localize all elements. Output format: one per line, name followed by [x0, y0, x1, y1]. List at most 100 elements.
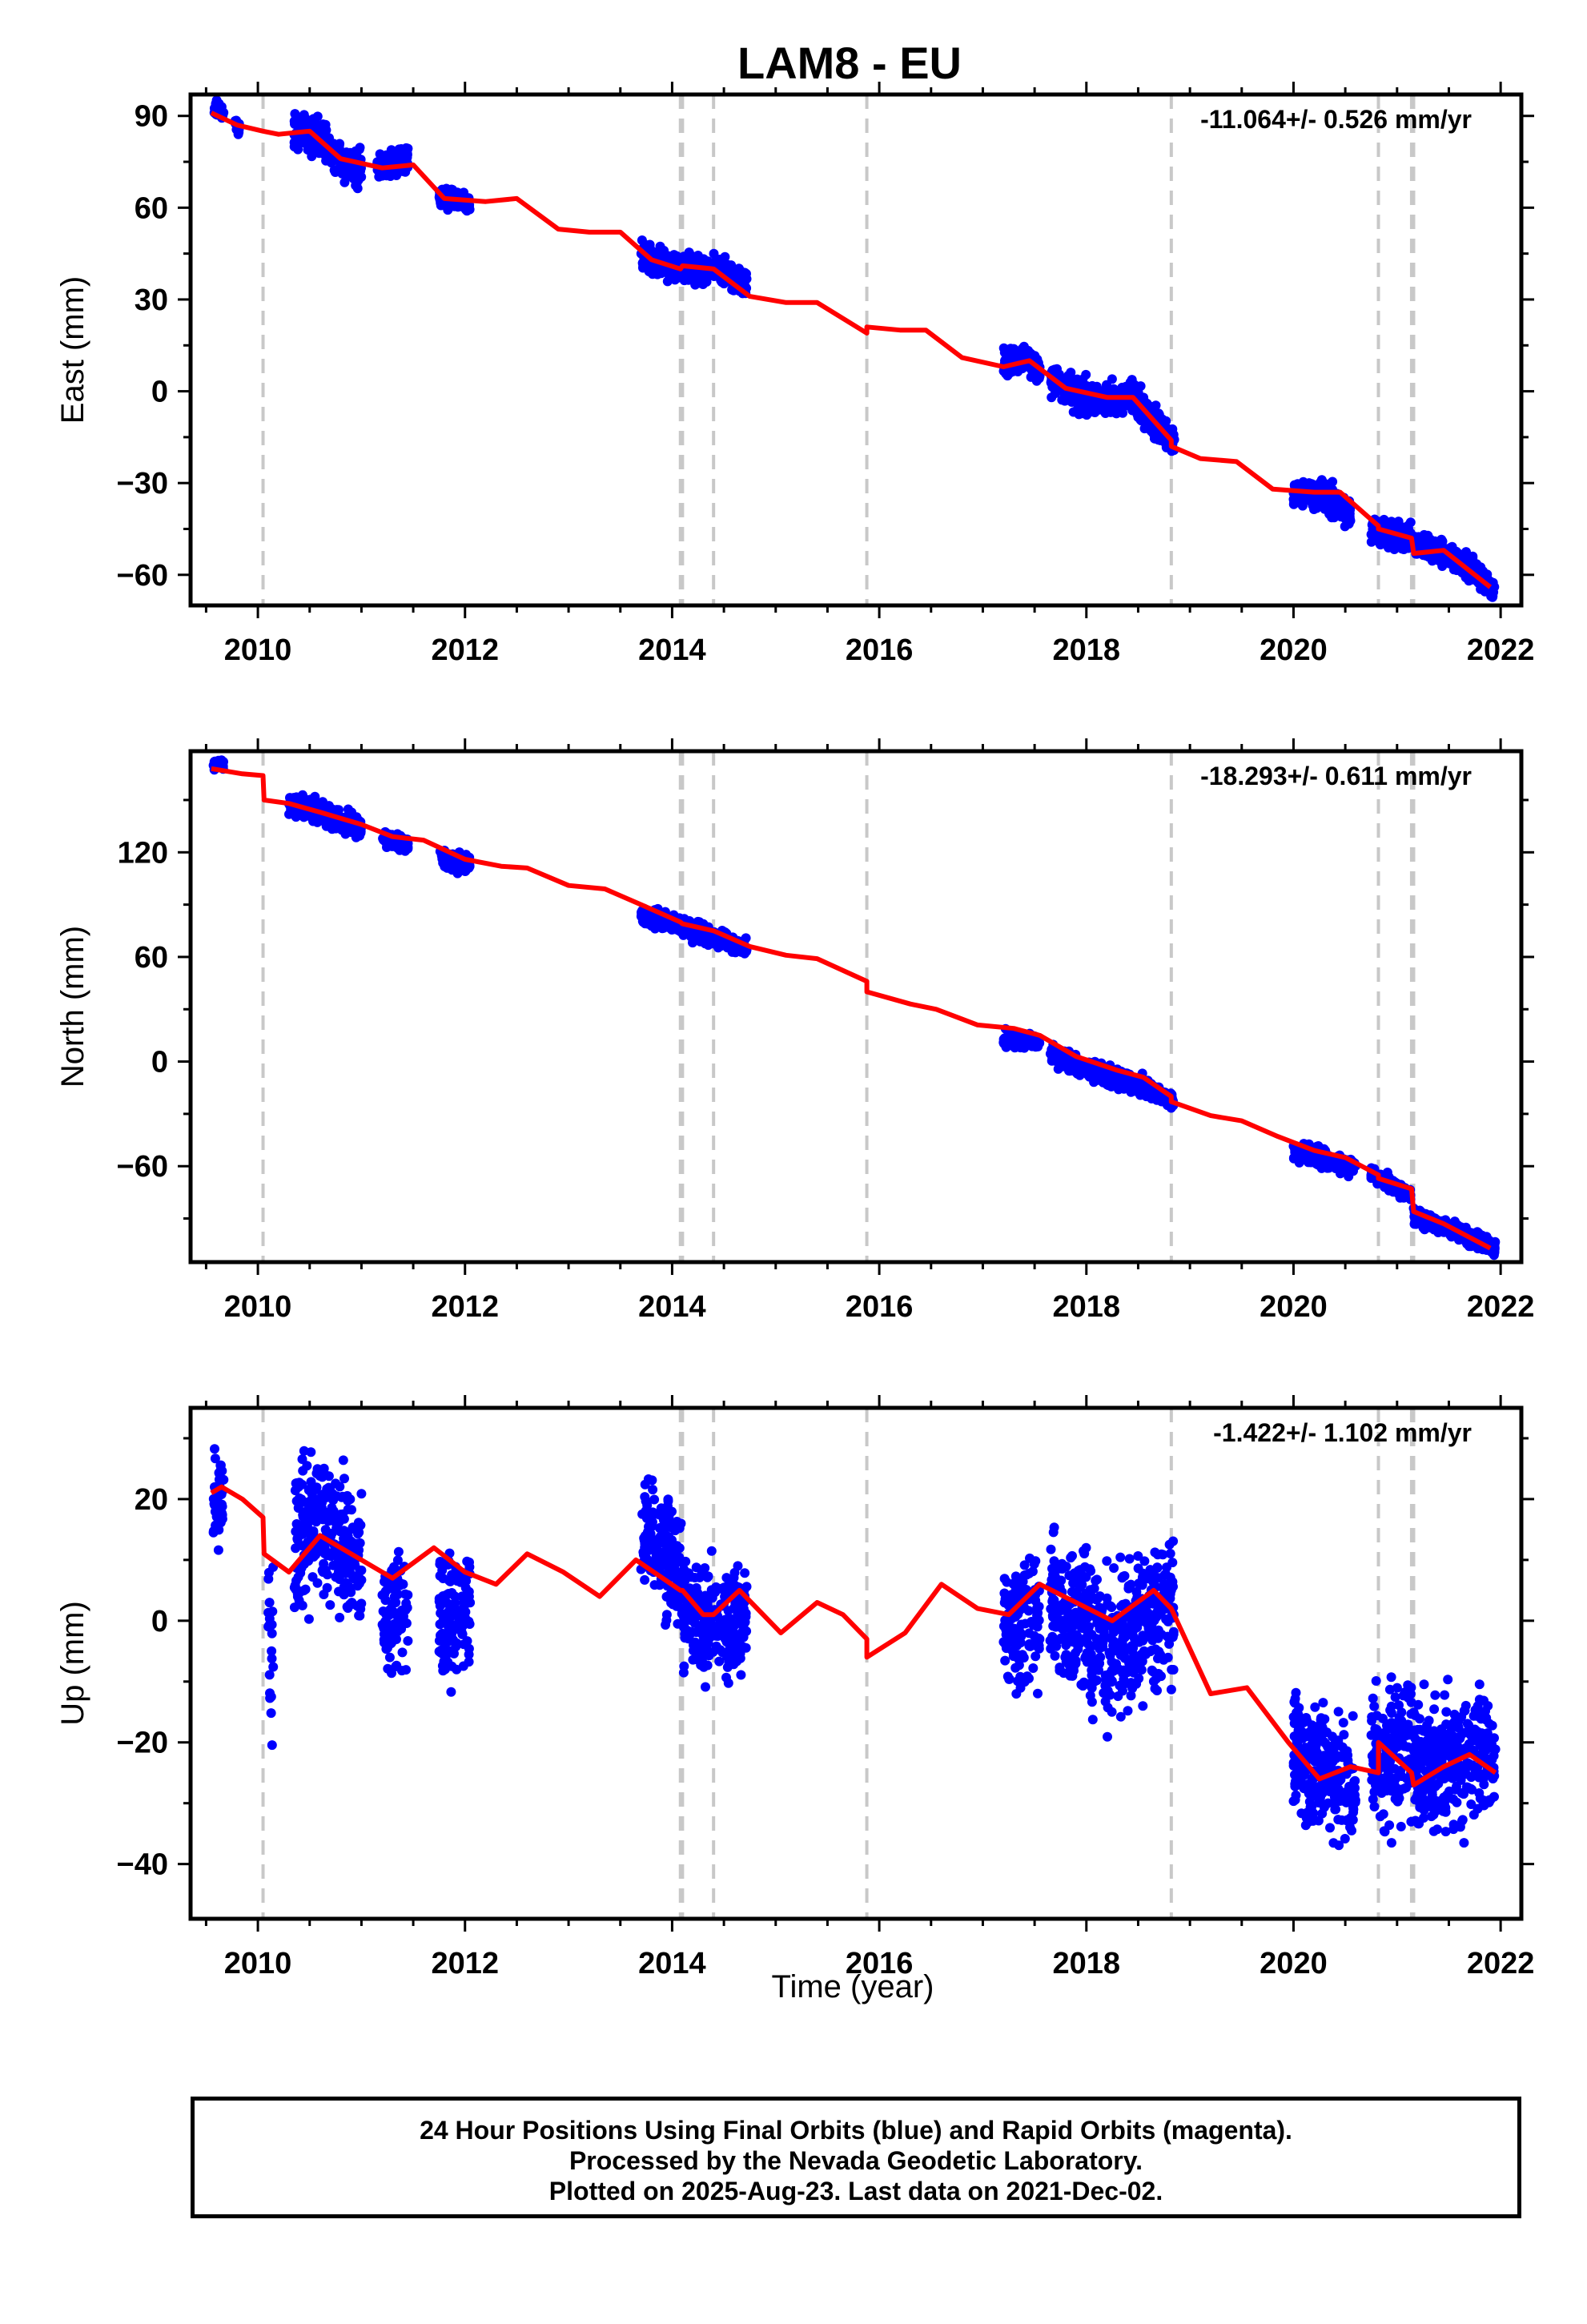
data-point [637, 916, 648, 927]
data-point [400, 167, 411, 177]
data-point [1034, 1037, 1044, 1047]
data-point [266, 1691, 276, 1702]
data-point [998, 343, 1009, 353]
data-point [1080, 1061, 1091, 1072]
data-point [335, 1482, 345, 1492]
data-point [1288, 494, 1299, 505]
data-point [1424, 535, 1435, 545]
x-tick-label: 2012 [431, 1290, 499, 1324]
data-point [646, 921, 657, 931]
data-point [1313, 1160, 1323, 1170]
chart-title: LAM8 - EU [737, 38, 962, 88]
data-point [396, 144, 407, 154]
data-point [1151, 400, 1161, 411]
data-point [330, 140, 339, 151]
data-point [308, 816, 318, 826]
data-point [349, 151, 360, 161]
data-point [1334, 1160, 1344, 1170]
x-tick-label: 2018 [1053, 1290, 1121, 1324]
data-point [1060, 1053, 1070, 1063]
panel-up: 2010 2012 2014 2016 2018 2020 2022−40−20020Up … [55, 1395, 1534, 1980]
data-point [1002, 371, 1013, 381]
x-tick-label: 2010 [224, 633, 292, 667]
x-tick-label: 2014 [638, 633, 706, 667]
data-point [1110, 407, 1120, 417]
data-point [374, 171, 384, 182]
y-tick-label: 120 [118, 836, 168, 870]
data-point [1297, 480, 1308, 490]
data-point [1053, 385, 1063, 396]
data-point [1327, 513, 1337, 523]
x-tick-label: 2018 [1053, 633, 1121, 667]
data-point [266, 1708, 276, 1719]
data-point [1107, 374, 1117, 384]
data-point [1405, 517, 1416, 528]
plot-frame [188, 749, 1524, 1265]
data-point [210, 1444, 219, 1454]
data-point [1049, 366, 1059, 376]
data-point [1131, 385, 1141, 396]
data-point [1344, 517, 1354, 528]
data-point [1366, 529, 1376, 540]
data-point [710, 257, 720, 267]
data-points [208, 755, 1501, 1261]
data-point [1393, 517, 1404, 527]
data-point [290, 109, 300, 119]
data-point [289, 142, 299, 152]
data-point [1332, 503, 1343, 513]
data-point [307, 148, 317, 159]
data-point [263, 1567, 274, 1578]
data-point [297, 1454, 307, 1465]
data-point [1387, 1184, 1396, 1194]
y-tick-label: 90 [135, 100, 168, 134]
data-point [1075, 1070, 1085, 1080]
x-tick-label: 2016 [846, 633, 914, 667]
model-line [211, 766, 1492, 1251]
data-point [1102, 1080, 1112, 1090]
data-point [1071, 375, 1081, 385]
data-point [695, 936, 705, 947]
data-point [343, 804, 353, 814]
data-point [1295, 1146, 1305, 1156]
y-tick-label: −60 [117, 1150, 168, 1184]
data-point [343, 821, 353, 831]
data-point [267, 1654, 277, 1664]
data-point [353, 175, 364, 186]
data-point [1381, 537, 1392, 547]
data-point [637, 235, 647, 245]
y-axis-label: North (mm) [55, 926, 90, 1088]
data-point [1313, 1141, 1324, 1151]
data-point [730, 942, 741, 952]
panels: 2010 2012 2014 2016 2018 2020 2022−60−30030609… [55, 82, 1534, 1980]
data-point [693, 916, 703, 927]
data-point [289, 1602, 299, 1613]
data-point [1089, 1077, 1099, 1088]
data-point [721, 939, 731, 949]
data-point [441, 854, 452, 864]
y-tick-label: −30 [117, 467, 168, 501]
data-points [209, 95, 1500, 602]
data-point [339, 177, 350, 187]
data-point [208, 1526, 219, 1536]
data-point [290, 810, 299, 820]
data-point [335, 1612, 345, 1622]
y-tick-label: −60 [117, 559, 168, 593]
plot-frame [188, 92, 1524, 608]
data-point [1402, 543, 1412, 553]
data-point [214, 1474, 224, 1485]
data-point [1138, 1082, 1148, 1092]
data-point [352, 812, 362, 822]
data-point [264, 1670, 275, 1680]
data-point [451, 859, 461, 870]
data-point [390, 153, 400, 163]
data-point [690, 279, 701, 290]
data-point [211, 98, 222, 108]
data-point [319, 127, 330, 138]
y-tick-label: 60 [135, 941, 168, 975]
data-point [210, 1454, 220, 1464]
data-point [217, 1466, 227, 1476]
data-point [1316, 475, 1327, 485]
data-point [460, 865, 470, 875]
data-point [264, 1609, 275, 1619]
